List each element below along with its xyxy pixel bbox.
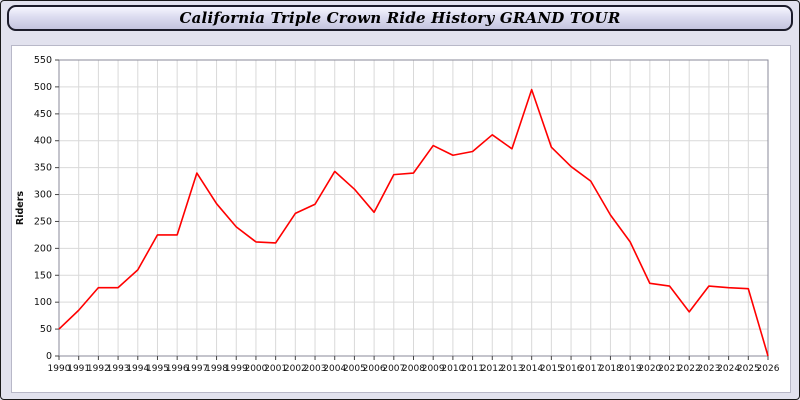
x-tick-label: 2024	[717, 364, 740, 374]
y-axis-label: Riders	[15, 191, 26, 226]
y-tick-label: 250	[34, 216, 52, 227]
x-tick-label: 1994	[126, 364, 149, 374]
y-tick-label: 50	[40, 324, 52, 335]
x-tick-label: 2018	[599, 364, 622, 374]
x-tick-label: 2023	[697, 364, 720, 374]
chart-title-bar: California Triple Crown Ride History GRA…	[7, 5, 793, 31]
x-tick-label: 2017	[579, 364, 602, 374]
x-tick-label: 2016	[560, 364, 583, 374]
y-tick-label: 550	[34, 55, 52, 66]
page-title: California Triple Crown Ride History GRA…	[179, 9, 621, 27]
x-tick-label: 1992	[87, 364, 110, 374]
x-tick-label: 2009	[422, 364, 445, 374]
y-tick-label: 400	[34, 136, 52, 147]
x-tick-label: 2013	[501, 364, 524, 374]
y-tick-label: 450	[34, 109, 52, 120]
y-tick-label: 500	[34, 82, 52, 93]
x-tick-label: 2010	[441, 364, 464, 374]
y-tick-label: 0	[46, 351, 52, 362]
x-tick-label: 2014	[520, 364, 543, 374]
x-tick-label: 2019	[619, 364, 642, 374]
y-tick-label: 100	[34, 297, 52, 308]
x-tick-label: 2026	[757, 364, 780, 374]
y-tick-label: 150	[34, 270, 52, 281]
x-tick-label: 1998	[205, 364, 228, 374]
y-tick-label: 200	[34, 243, 52, 254]
x-tick-label: 2006	[363, 364, 386, 374]
x-tick-label: 1991	[67, 364, 90, 374]
y-tick-label: 350	[34, 163, 52, 174]
x-tick-label: 1990	[48, 364, 71, 374]
x-tick-label: 1996	[166, 364, 189, 374]
x-tick-label: 2015	[540, 364, 563, 374]
x-tick-label: 1993	[107, 364, 130, 374]
series-line-riders	[58, 88, 769, 357]
x-tick-label: 1995	[146, 364, 169, 374]
x-tick-label: 2005	[343, 364, 366, 374]
x-tick-label: 2003	[304, 364, 327, 374]
x-tick-label: 2021	[658, 364, 681, 374]
x-tick-label: 2025	[737, 364, 760, 374]
x-tick-label: 2008	[402, 364, 425, 374]
x-tick-label: 2020	[638, 364, 661, 374]
x-tick-label: 2004	[323, 364, 346, 374]
chart-panel: 0 50 100 150 200 250 300 350 400 450 500 550 1990 199…	[11, 45, 791, 393]
x-tick-label: 1997	[185, 364, 208, 374]
x-tick-label: 2000	[244, 364, 267, 374]
x-tick-label: 2007	[382, 364, 405, 374]
x-tick-label: 2012	[481, 364, 504, 374]
x-tick-label: 2001	[264, 364, 287, 374]
y-tick-label: 300	[34, 190, 52, 201]
x-tick-label: 2022	[678, 364, 701, 374]
x-tick-label: 2002	[284, 364, 307, 374]
chart-svg: 0501001502002503003504004505005501990199…	[15, 55, 780, 374]
x-tick-label: 1999	[225, 364, 248, 374]
x-tick-label: 2011	[461, 364, 484, 374]
